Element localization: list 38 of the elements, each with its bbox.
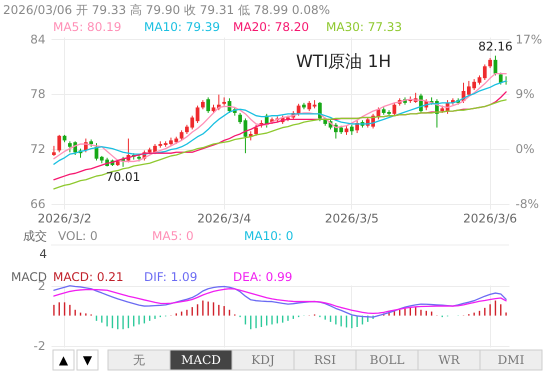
- y-tick-label: 84: [30, 32, 46, 46]
- text: VOL: 0: [58, 229, 98, 243]
- text: WR: [438, 353, 461, 367]
- x-tick-label: 2026/3/6: [463, 212, 518, 226]
- x-tick-label: 2026/3/5: [324, 212, 379, 226]
- y2-tick-label: 0%: [516, 142, 535, 156]
- text: ▼: [82, 353, 93, 367]
- text: WTI原油 1H: [296, 52, 392, 72]
- text: MA30: 77.33: [326, 20, 402, 34]
- text: 4: [39, 247, 47, 261]
- text: 成交: [23, 229, 47, 243]
- y2-tick-label: -8%: [516, 196, 539, 211]
- y2-tick-label: 17%: [516, 32, 542, 46]
- text: MACD: [181, 353, 221, 367]
- y-tick-label: 66: [30, 197, 46, 212]
- text: KDJ: [251, 353, 275, 367]
- y-tick-label: 72: [30, 142, 46, 156]
- text: DMI: [498, 353, 525, 367]
- text: MA20: 78.20: [233, 20, 310, 34]
- text: MA5: 0: [152, 229, 194, 243]
- text: 2026/03/06 开 79.33 高 79.90 收 79.31 低 78.99 0.08%: [3, 3, 330, 17]
- series-label: MACD: 0.21: [53, 270, 124, 284]
- text: RSI: [314, 353, 336, 367]
- text: 无: [133, 353, 145, 367]
- x-tick-label: 2026/3/2: [38, 212, 92, 226]
- text: BOLL: [370, 353, 404, 367]
- y-tick-label: -2: [34, 339, 46, 354]
- y2-tick-label: 9%: [516, 87, 535, 102]
- series-label: DIF: 1.09: [144, 270, 198, 284]
- text: MA10: 79.39: [144, 20, 220, 34]
- annotation: 82.16: [478, 40, 513, 54]
- series-label: DEA: 0.99: [233, 270, 292, 284]
- text: ▲: [58, 353, 69, 367]
- y-tick-label: 78: [30, 87, 46, 102]
- annotation: 70.01: [106, 170, 140, 184]
- x-tick-label: 2026/3/4: [197, 212, 252, 226]
- text: MA10: 0: [244, 229, 294, 243]
- text: MA5: 80.19: [53, 20, 122, 34]
